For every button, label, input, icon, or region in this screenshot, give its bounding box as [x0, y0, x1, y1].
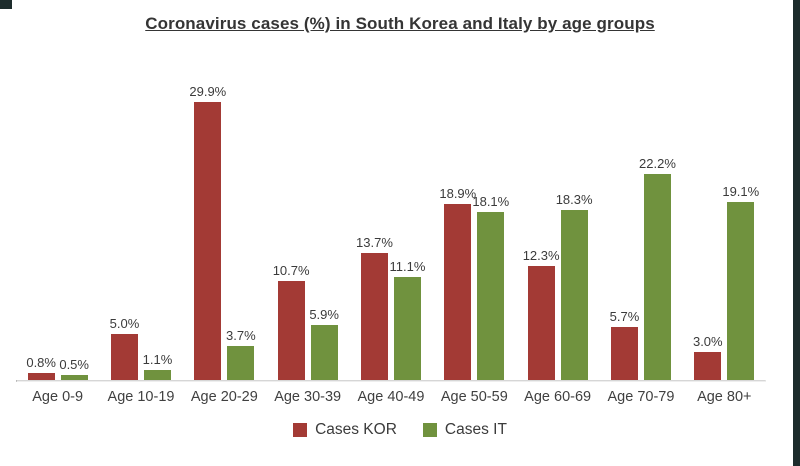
bar-it	[393, 276, 421, 380]
legend-swatch-it	[422, 423, 437, 437]
bar-column-it: 5.9%	[309, 307, 339, 380]
bar-column-kor: 5.0%	[109, 315, 140, 380]
x-axis-line	[16, 380, 766, 382]
chart-legend: Cases KOR Cases IT	[0, 421, 800, 439]
x-axis-label: Age 10-19	[107, 389, 175, 405]
bar-column-kor: 18.9%	[439, 186, 476, 380]
bar-column-it: 11.1%	[390, 259, 425, 380]
bar-value-label: 13.7%	[356, 234, 393, 250]
chart-title: Coronavirus cases (%) in South Korea and…	[145, 14, 655, 33]
bar-it	[727, 202, 755, 380]
legend-swatch-kor	[293, 423, 308, 437]
bar-group: 13.7% 11.1% Age 40-49	[349, 78, 432, 405]
plot-groups: 0.8% 0.5% Age 0-9 5.0% 1.1% Age 10-19 29.9% 3.7…	[16, 78, 766, 405]
bar-column-it: 3.7%	[226, 327, 256, 380]
bar-column-kor: 12.3%	[523, 248, 560, 380]
bar-value-label: 5.9%	[309, 307, 339, 323]
bar-column-kor: 10.7%	[273, 263, 310, 380]
bar-column-it: 18.1%	[472, 194, 509, 380]
bar-kor	[610, 327, 638, 380]
x-axis-label: Age 70-79	[607, 389, 675, 405]
bar-kor	[694, 352, 722, 380]
bar-column-it: 1.1%	[143, 352, 172, 380]
bar-value-label: 0.5%	[59, 357, 89, 373]
bar-column-kor: 5.7%	[610, 309, 639, 380]
bar-value-label: 22.2%	[639, 155, 676, 171]
bar-it	[310, 325, 338, 380]
bar-group: 5.0% 1.1% Age 10-19	[99, 78, 182, 406]
x-axis-label: Age 0-9	[32, 389, 84, 405]
legend-item-kor: Cases KOR	[293, 421, 397, 439]
bar-value-label: 3.7%	[226, 327, 256, 343]
bar-value-label: 3.0%	[692, 334, 723, 350]
bar-kor	[360, 252, 388, 380]
bar-pair: 13.7% 11.1%	[356, 78, 425, 380]
bar-value-label: 19.1%	[722, 184, 760, 200]
bar-value-label: 5.0%	[109, 315, 140, 331]
bar-group: 5.7% 22.2% Age 70-79	[599, 78, 682, 406]
bar-column-kor: 13.7%	[356, 235, 393, 380]
x-axis-label: Age 80+	[697, 389, 752, 405]
bar-kor	[27, 372, 55, 380]
bar-group: 18.9% 18.1% Age 50-59	[433, 78, 516, 405]
bar-value-label: 5.7%	[609, 309, 640, 324]
bar-pair: 29.9% 3.7%	[189, 78, 257, 380]
bar-column-it: 18.3%	[556, 192, 593, 380]
bar-pair: 5.0% 1.1%	[108, 78, 174, 380]
bar-it	[227, 345, 255, 380]
bar-value-label: 12.3%	[522, 247, 560, 263]
bar-pair: 0.8% 0.5%	[25, 78, 91, 380]
bar-value-label: 10.7%	[272, 262, 310, 278]
bar-column-it: 22.2%	[639, 156, 676, 380]
bar-value-label: 0.8%	[26, 354, 56, 370]
bar-it	[143, 369, 171, 380]
bar-column-kor: 29.9%	[189, 84, 226, 380]
bar-value-label: 29.9%	[189, 83, 227, 99]
bar-group: 29.9% 3.7% Age 20-29	[183, 78, 266, 405]
bar-kor	[527, 265, 555, 380]
bar-column-it: 19.1%	[722, 184, 759, 380]
x-axis-label: Age 20-29	[190, 389, 258, 405]
bar-value-label: 18.1%	[472, 193, 510, 209]
bar-group: 0.8% 0.5% Age 0-9	[16, 78, 99, 405]
bar-it	[643, 173, 671, 380]
bar-column-kor: 3.0%	[692, 334, 723, 380]
bar-column-kor: 0.8%	[26, 354, 56, 380]
bar-it	[560, 209, 588, 380]
x-axis-label: Age 50-59	[440, 389, 508, 405]
bar-column-it: 0.5%	[59, 357, 89, 380]
bar-pair: 3.0% 19.1%	[691, 78, 759, 380]
window-edge-right	[793, 0, 800, 466]
bar-group: 10.7% 5.9% Age 30-39	[266, 78, 349, 406]
x-axis-label: Age 30-39	[274, 389, 342, 405]
bar-kor	[110, 333, 138, 380]
bar-pair: 18.9% 18.1%	[439, 78, 509, 380]
bar-pair: 5.7% 22.2%	[608, 78, 676, 380]
legend-label-it: Cases IT	[444, 421, 507, 438]
bar-value-label: 18.9%	[439, 186, 477, 202]
bar-it	[477, 211, 505, 380]
window-edge-corner	[0, 0, 12, 9]
bar-pair: 12.3% 18.3%	[523, 78, 593, 380]
legend-item-it: Cases IT	[422, 421, 507, 439]
bar-group: 12.3% 18.3% Age 60-69	[516, 78, 599, 405]
bar-pair: 10.7% 5.9%	[273, 78, 341, 380]
bar-group: 3.0% 19.1% Age 80+	[683, 78, 766, 405]
bar-value-label: 18.3%	[555, 191, 593, 207]
bar-chart: 0.8% 0.5% Age 0-9 5.0% 1.1% Age 10-19 29.9% 3.7…	[16, 78, 766, 405]
x-axis-label: Age 60-69	[524, 389, 592, 405]
bar-value-label: 1.1%	[142, 351, 173, 367]
bar-it	[60, 375, 88, 380]
x-axis-label: Age 40-49	[357, 389, 425, 405]
legend-label-kor: Cases KOR	[315, 421, 397, 438]
bar-value-label: 11.1%	[389, 258, 426, 274]
bar-kor	[194, 101, 222, 380]
bar-kor	[277, 280, 305, 380]
bar-kor	[444, 204, 472, 380]
